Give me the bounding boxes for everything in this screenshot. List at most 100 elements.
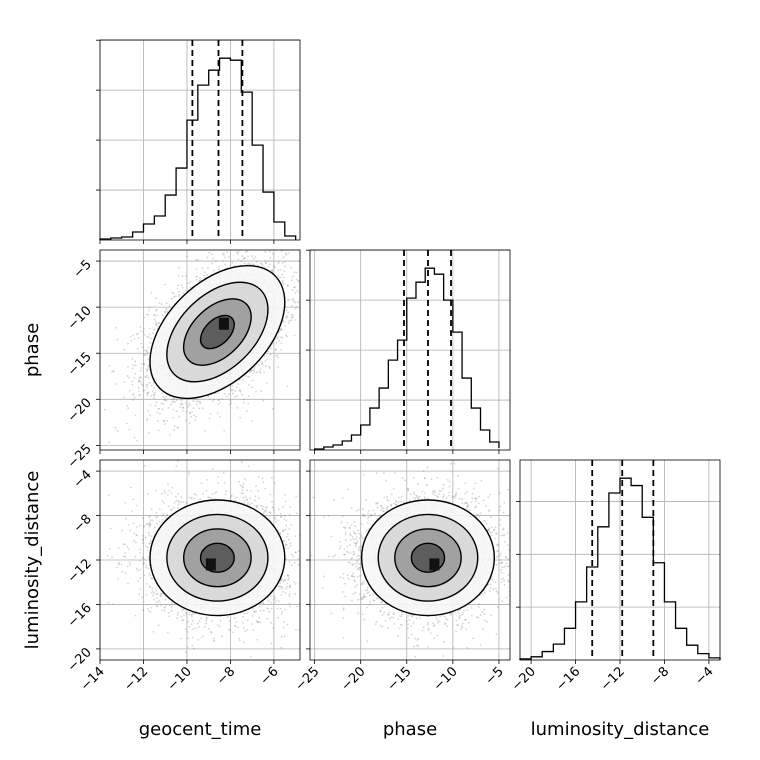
pair-geocent-time-phase-point xyxy=(146,369,149,372)
pair-geocent-time-phase-point xyxy=(194,419,197,422)
pair-geocent-time-phase-point xyxy=(291,289,294,292)
pair-geocent-time-phase-point xyxy=(291,304,294,307)
pair-geocent-time-phase-point xyxy=(199,453,201,455)
pair-geocent-time-phase-point xyxy=(115,383,118,385)
pair-geocent-time-luminosity-distance-point xyxy=(254,495,257,498)
pair-geocent-time-phase-point xyxy=(156,314,158,317)
pair-geocent-time-phase-point xyxy=(146,350,148,353)
y-axis-label-phase: phase xyxy=(22,323,43,377)
pair-geocent-time-phase-point xyxy=(264,360,267,362)
pair-geocent-time-phase-point xyxy=(146,419,148,422)
pair-geocent-time-phase-point xyxy=(237,250,240,253)
pair-geocent-time-phase-point xyxy=(254,256,257,258)
pair-geocent-time-phase-point xyxy=(181,275,184,278)
pair-geocent-time-phase-point xyxy=(264,251,267,253)
pair-geocent-time-phase-point xyxy=(271,252,274,255)
pair-geocent-time-phase-point xyxy=(127,407,130,410)
pair-geocent-time-phase-point xyxy=(123,381,126,383)
pair-geocent-time-phase-point xyxy=(254,365,257,368)
pair-geocent-time-phase-point xyxy=(274,348,277,351)
pair-geocent-time-phase-point xyxy=(253,367,256,369)
pair-geocent-time-phase-point xyxy=(149,327,152,330)
pair-geocent-time-phase-point xyxy=(285,317,287,320)
pair-geocent-time-phase-point xyxy=(209,398,211,401)
pair-geocent-time-phase-point xyxy=(204,429,207,432)
pair-geocent-time-phase-point xyxy=(164,312,167,314)
pair-geocent-time-phase-point xyxy=(229,385,232,388)
pair-geocent-time-phase-point xyxy=(160,303,163,306)
pair-geocent-time-phase-point xyxy=(153,328,156,331)
pair-geocent-time-phase-point xyxy=(319,275,321,277)
pair-geocent-time-phase-point xyxy=(182,406,184,409)
pair-geocent-time-luminosity-distance-point xyxy=(157,624,160,627)
pair-geocent-time-luminosity-distance-point xyxy=(283,635,286,638)
pair-geocent-time-phase-point xyxy=(305,282,307,284)
pair-geocent-time-phase-point xyxy=(108,365,111,367)
pair-geocent-time-phase-point xyxy=(296,278,298,281)
pair-geocent-time-phase-point xyxy=(247,246,249,248)
pair-geocent-time-phase-point xyxy=(290,313,293,316)
pair-geocent-time-phase-point xyxy=(294,286,296,289)
pair-geocent-time-phase-point xyxy=(143,389,146,392)
pair-geocent-time-phase-point xyxy=(282,245,284,247)
pair-geocent-time-phase-point xyxy=(178,294,180,296)
pair-geocent-time-phase-point xyxy=(180,398,183,401)
ytick-label-phase: −25 xyxy=(65,442,95,472)
pair-geocent-time-phase-point xyxy=(242,401,245,404)
pair-geocent-time-phase-point xyxy=(288,299,290,301)
pair-geocent-time-phase-point xyxy=(138,380,140,383)
pair-geocent-time-phase-point xyxy=(234,390,237,393)
pair-geocent-time-phase-point xyxy=(203,274,205,277)
pair-geocent-time-phase-point xyxy=(154,404,157,407)
pair-geocent-time-phase-point xyxy=(136,439,139,442)
pair-geocent-time-luminosity-distance-point xyxy=(270,595,273,598)
pair-geocent-time-phase-point xyxy=(229,402,232,404)
pair-geocent-time-phase-point xyxy=(263,354,266,357)
pair-geocent-time-phase-point xyxy=(287,311,290,314)
pair-geocent-time-phase-point xyxy=(164,399,167,402)
pair-geocent-time-phase-point xyxy=(138,380,140,382)
pair-geocent-time-phase-point xyxy=(242,258,245,260)
pair-geocent-time-phase-point xyxy=(265,382,268,385)
pair-geocent-time-phase-point xyxy=(304,308,306,310)
pair-geocent-time-phase-point xyxy=(269,263,271,266)
pair-geocent-time-luminosity-distance-point xyxy=(280,635,283,638)
pair-geocent-time-phase-point xyxy=(241,247,243,249)
pair-geocent-time-phase-point xyxy=(212,398,215,400)
pair-geocent-time-luminosity-distance-point xyxy=(150,591,153,594)
pair-geocent-time-phase-point xyxy=(281,336,284,339)
pair-geocent-time-phase-point xyxy=(245,410,248,412)
pair-geocent-time-phase-point xyxy=(250,369,253,371)
pair-geocent-time-phase-point xyxy=(172,400,175,403)
pair-geocent-time-phase-point xyxy=(178,266,181,269)
pair-geocent-time-phase-point xyxy=(247,262,250,265)
pair-geocent-time-phase-point xyxy=(293,301,296,304)
pair-geocent-time-phase-point xyxy=(148,336,150,339)
pair-geocent-time-phase-contour xyxy=(149,264,286,400)
pair-geocent-time-phase-point xyxy=(195,415,198,418)
pair-geocent-time-luminosity-distance-point xyxy=(286,574,289,576)
pair-geocent-time-phase-point xyxy=(266,358,269,361)
pair-geocent-time-luminosity-distance-point xyxy=(279,582,282,585)
pair-geocent-time-phase-point xyxy=(166,419,169,422)
pair-geocent-time-phase-point xyxy=(153,318,156,321)
pair-geocent-time-phase-point xyxy=(327,272,329,274)
pair-geocent-time-phase-point xyxy=(175,410,178,413)
pair-geocent-time-phase-point xyxy=(316,271,318,273)
pair-geocent-time-luminosity-distance-point xyxy=(293,561,296,564)
pair-geocent-time-phase-point xyxy=(126,404,128,407)
pair-geocent-time-phase-point xyxy=(185,274,188,277)
pair-geocent-time-phase-point xyxy=(284,265,286,268)
pair-geocent-time-phase-point xyxy=(264,266,267,269)
pair-geocent-time-phase-point xyxy=(166,310,169,313)
pair-geocent-time-phase-point xyxy=(228,403,231,405)
pair-geocent-time-phase-point xyxy=(295,271,298,274)
pair-geocent-time-phase-point xyxy=(123,348,126,351)
pair-geocent-time-luminosity-distance-point xyxy=(136,569,139,572)
pair-geocent-time-luminosity-distance-point xyxy=(273,482,276,485)
ytick-label-phase: −5 xyxy=(71,257,95,281)
pair-geocent-time-phase-point xyxy=(176,426,179,429)
pair-geocent-time-phase-point xyxy=(145,374,148,377)
pair-geocent-time-luminosity-distance-point xyxy=(239,484,242,487)
pair-geocent-time-phase-point xyxy=(147,432,150,434)
